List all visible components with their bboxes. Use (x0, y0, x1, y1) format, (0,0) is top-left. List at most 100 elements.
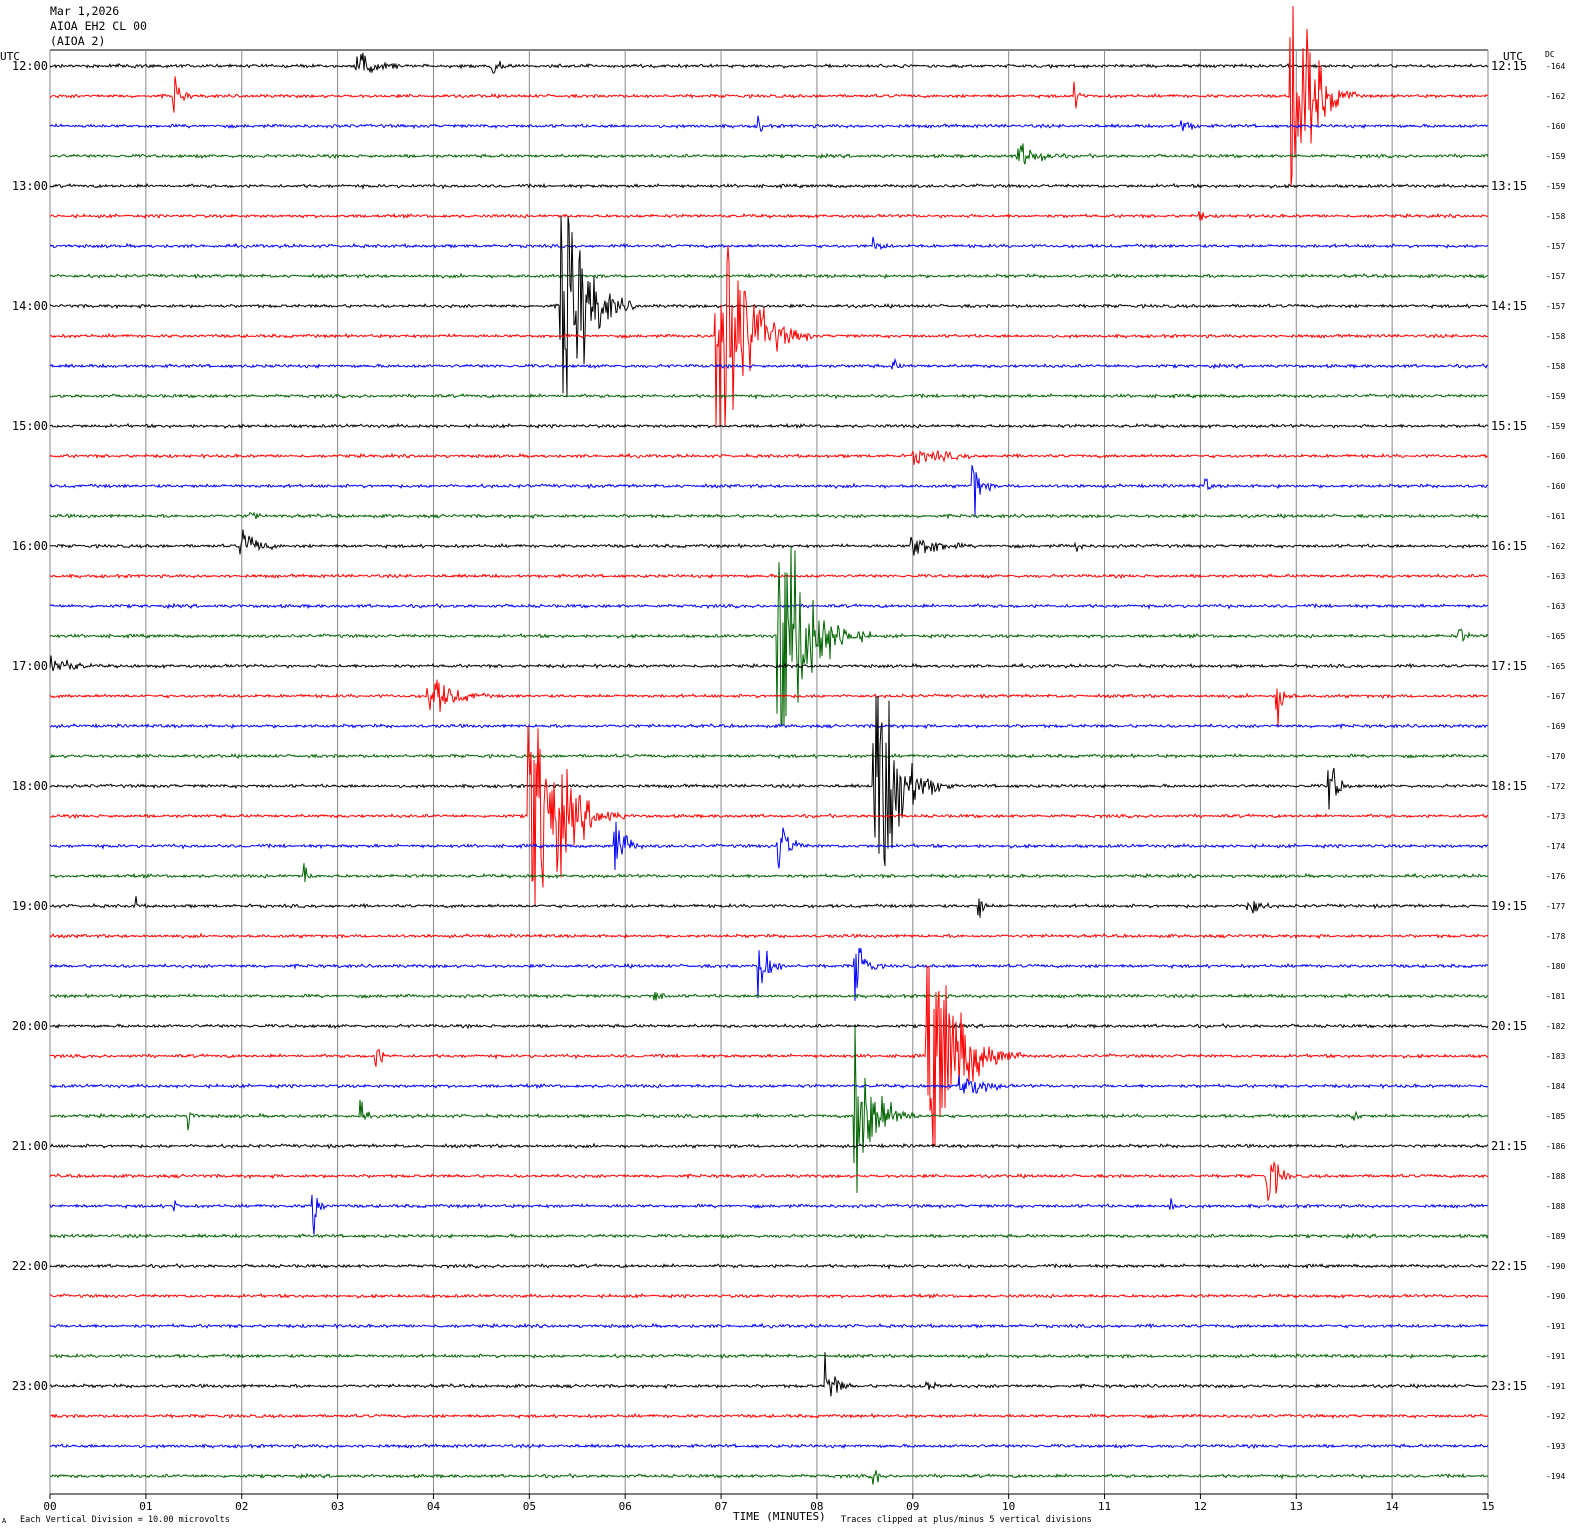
dc-offset-label: -184 (1546, 1082, 1565, 1091)
dc-offset-label: -180 (1546, 962, 1565, 971)
dc-offset-label: -159 (1546, 152, 1565, 161)
dc-offset-label: -164 (1546, 62, 1565, 71)
right-hour-label: 12:15 (1491, 59, 1527, 73)
trace-row-33 (49, 965, 1489, 1147)
dc-offset-label: -159 (1546, 182, 1565, 191)
left-hour-label: 18:00 (12, 779, 48, 793)
dc-offset-label: -190 (1546, 1262, 1565, 1271)
dc-offset-label: -173 (1546, 812, 1565, 821)
trace-row-6 (49, 236, 1489, 251)
dc-offset-label: -183 (1546, 1052, 1565, 1061)
trace-row-31 (49, 991, 1489, 1001)
trace-row-25 (49, 725, 1489, 907)
trace-row-27 (49, 863, 1488, 883)
trace-row-38 (49, 1194, 1489, 1235)
dc-offset-label: -190 (1546, 1292, 1565, 1301)
clip-note: Traces clipped at plus/minus 5 vertical … (841, 1515, 1092, 1525)
dc-offset-label: -181 (1546, 992, 1565, 1001)
dc-offset-label: -170 (1546, 752, 1565, 761)
trace-row-41 (49, 1292, 1489, 1300)
dc-offset-label: -157 (1546, 302, 1565, 311)
trace-row-42 (49, 1322, 1489, 1330)
trace-row-9 (49, 245, 1489, 427)
dc-offset-label: -186 (1546, 1142, 1565, 1151)
trace-row-32 (49, 1022, 1489, 1030)
x-tick-label: 06 (619, 1500, 632, 1513)
dc-offset-label: -191 (1546, 1382, 1565, 1391)
right-utc-label: UTC (1503, 50, 1523, 63)
dc-offset-label: -172 (1546, 782, 1565, 791)
trace-row-26 (49, 821, 1489, 871)
trace-row-45 (49, 1412, 1489, 1420)
x-tick-label: 03 (331, 1500, 344, 1513)
trace-row-28 (49, 896, 1489, 918)
corner-mark: A (2, 1517, 7, 1525)
x-tick-label: 07 (714, 1500, 727, 1513)
dc-offset-label: -163 (1546, 572, 1565, 581)
left-hour-label: 13:00 (12, 179, 48, 193)
dc-offset-label: -167 (1546, 692, 1565, 701)
dc-offset-label: -165 (1546, 632, 1565, 641)
dc-offset-label: -162 (1546, 542, 1565, 551)
dc-offset-label: -193 (1546, 1442, 1565, 1451)
dc-offset-label: -158 (1546, 362, 1565, 371)
header-station: AIOA EH2 CL 00 (50, 19, 147, 33)
trace-row-23 (49, 752, 1489, 760)
x-tick-label: 09 (906, 1500, 919, 1513)
dc-offset-label: -161 (1546, 512, 1565, 521)
left-hour-label: 15:00 (12, 419, 48, 433)
left-hour-label: 21:00 (12, 1139, 48, 1153)
x-tick-label: 13 (1290, 1500, 1303, 1513)
dc-offset-label: -169 (1546, 722, 1565, 731)
trace-row-44 (49, 1352, 1489, 1397)
trace-row-2 (49, 115, 1489, 133)
dc-offset-label: -157 (1546, 272, 1565, 281)
dc-offset-label: -189 (1546, 1232, 1565, 1241)
dc-offset-label: -158 (1546, 212, 1565, 221)
trace-row-36 (49, 1142, 1489, 1150)
left-hour-label: 19:00 (12, 899, 48, 913)
dc-offset-label: -160 (1546, 452, 1565, 461)
dc-offset-label: -160 (1546, 122, 1565, 131)
x-tick-label: 08 (810, 1500, 823, 1513)
trace-row-17 (49, 572, 1489, 580)
trace-row-39 (49, 1232, 1489, 1240)
dc-offset-label: -182 (1546, 1022, 1565, 1031)
dc-offset-label: -158 (1546, 332, 1565, 341)
dc-offset-label: -176 (1546, 872, 1565, 881)
right-hour-label: 17:15 (1491, 659, 1527, 673)
dc-offset-label: -159 (1546, 422, 1565, 431)
right-hour-label: 21:15 (1491, 1139, 1527, 1153)
dc-offset-label: -194 (1546, 1472, 1565, 1481)
x-tick-label: 02 (235, 1500, 248, 1513)
dc-offset-label: -165 (1546, 662, 1565, 671)
trace-row-12 (49, 422, 1489, 430)
trace-row-29 (49, 932, 1489, 940)
trace-row-46 (49, 1443, 1489, 1450)
left-hour-label: 14:00 (12, 299, 48, 313)
dc-offset-label: -188 (1546, 1202, 1565, 1211)
trace-row-11 (49, 392, 1489, 400)
trace-row-18 (49, 602, 1489, 610)
trace-row-16 (49, 529, 1489, 556)
dc-offset-label: -192 (1546, 1412, 1565, 1421)
trace-row-10 (49, 357, 1489, 370)
trace-lines (49, 5, 1489, 1485)
dc-offset-label: -162 (1546, 92, 1565, 101)
right-hour-label: 15:15 (1491, 419, 1527, 433)
dc-offset-label: -188 (1546, 1172, 1565, 1181)
trace-row-7 (49, 272, 1489, 280)
trace-row-4 (49, 182, 1489, 190)
trace-row-15 (49, 511, 1489, 520)
dc-offset-label: -191 (1546, 1352, 1565, 1361)
header-date: Mar 1,2026 (50, 4, 120, 18)
right-hour-label: 16:15 (1491, 539, 1527, 553)
dc-offset-label: -163 (1546, 602, 1565, 611)
header-station-alias: (AIOA 2) (50, 34, 106, 48)
trace-row-35 (49, 1025, 1489, 1194)
trace-row-47 (49, 1470, 1489, 1485)
trace-row-24 (49, 695, 1489, 867)
trace-row-3 (49, 143, 1489, 165)
scale-note: Each Vertical Division = 10.00 microvolt… (20, 1515, 230, 1525)
x-tick-label: 00 (43, 1500, 56, 1513)
